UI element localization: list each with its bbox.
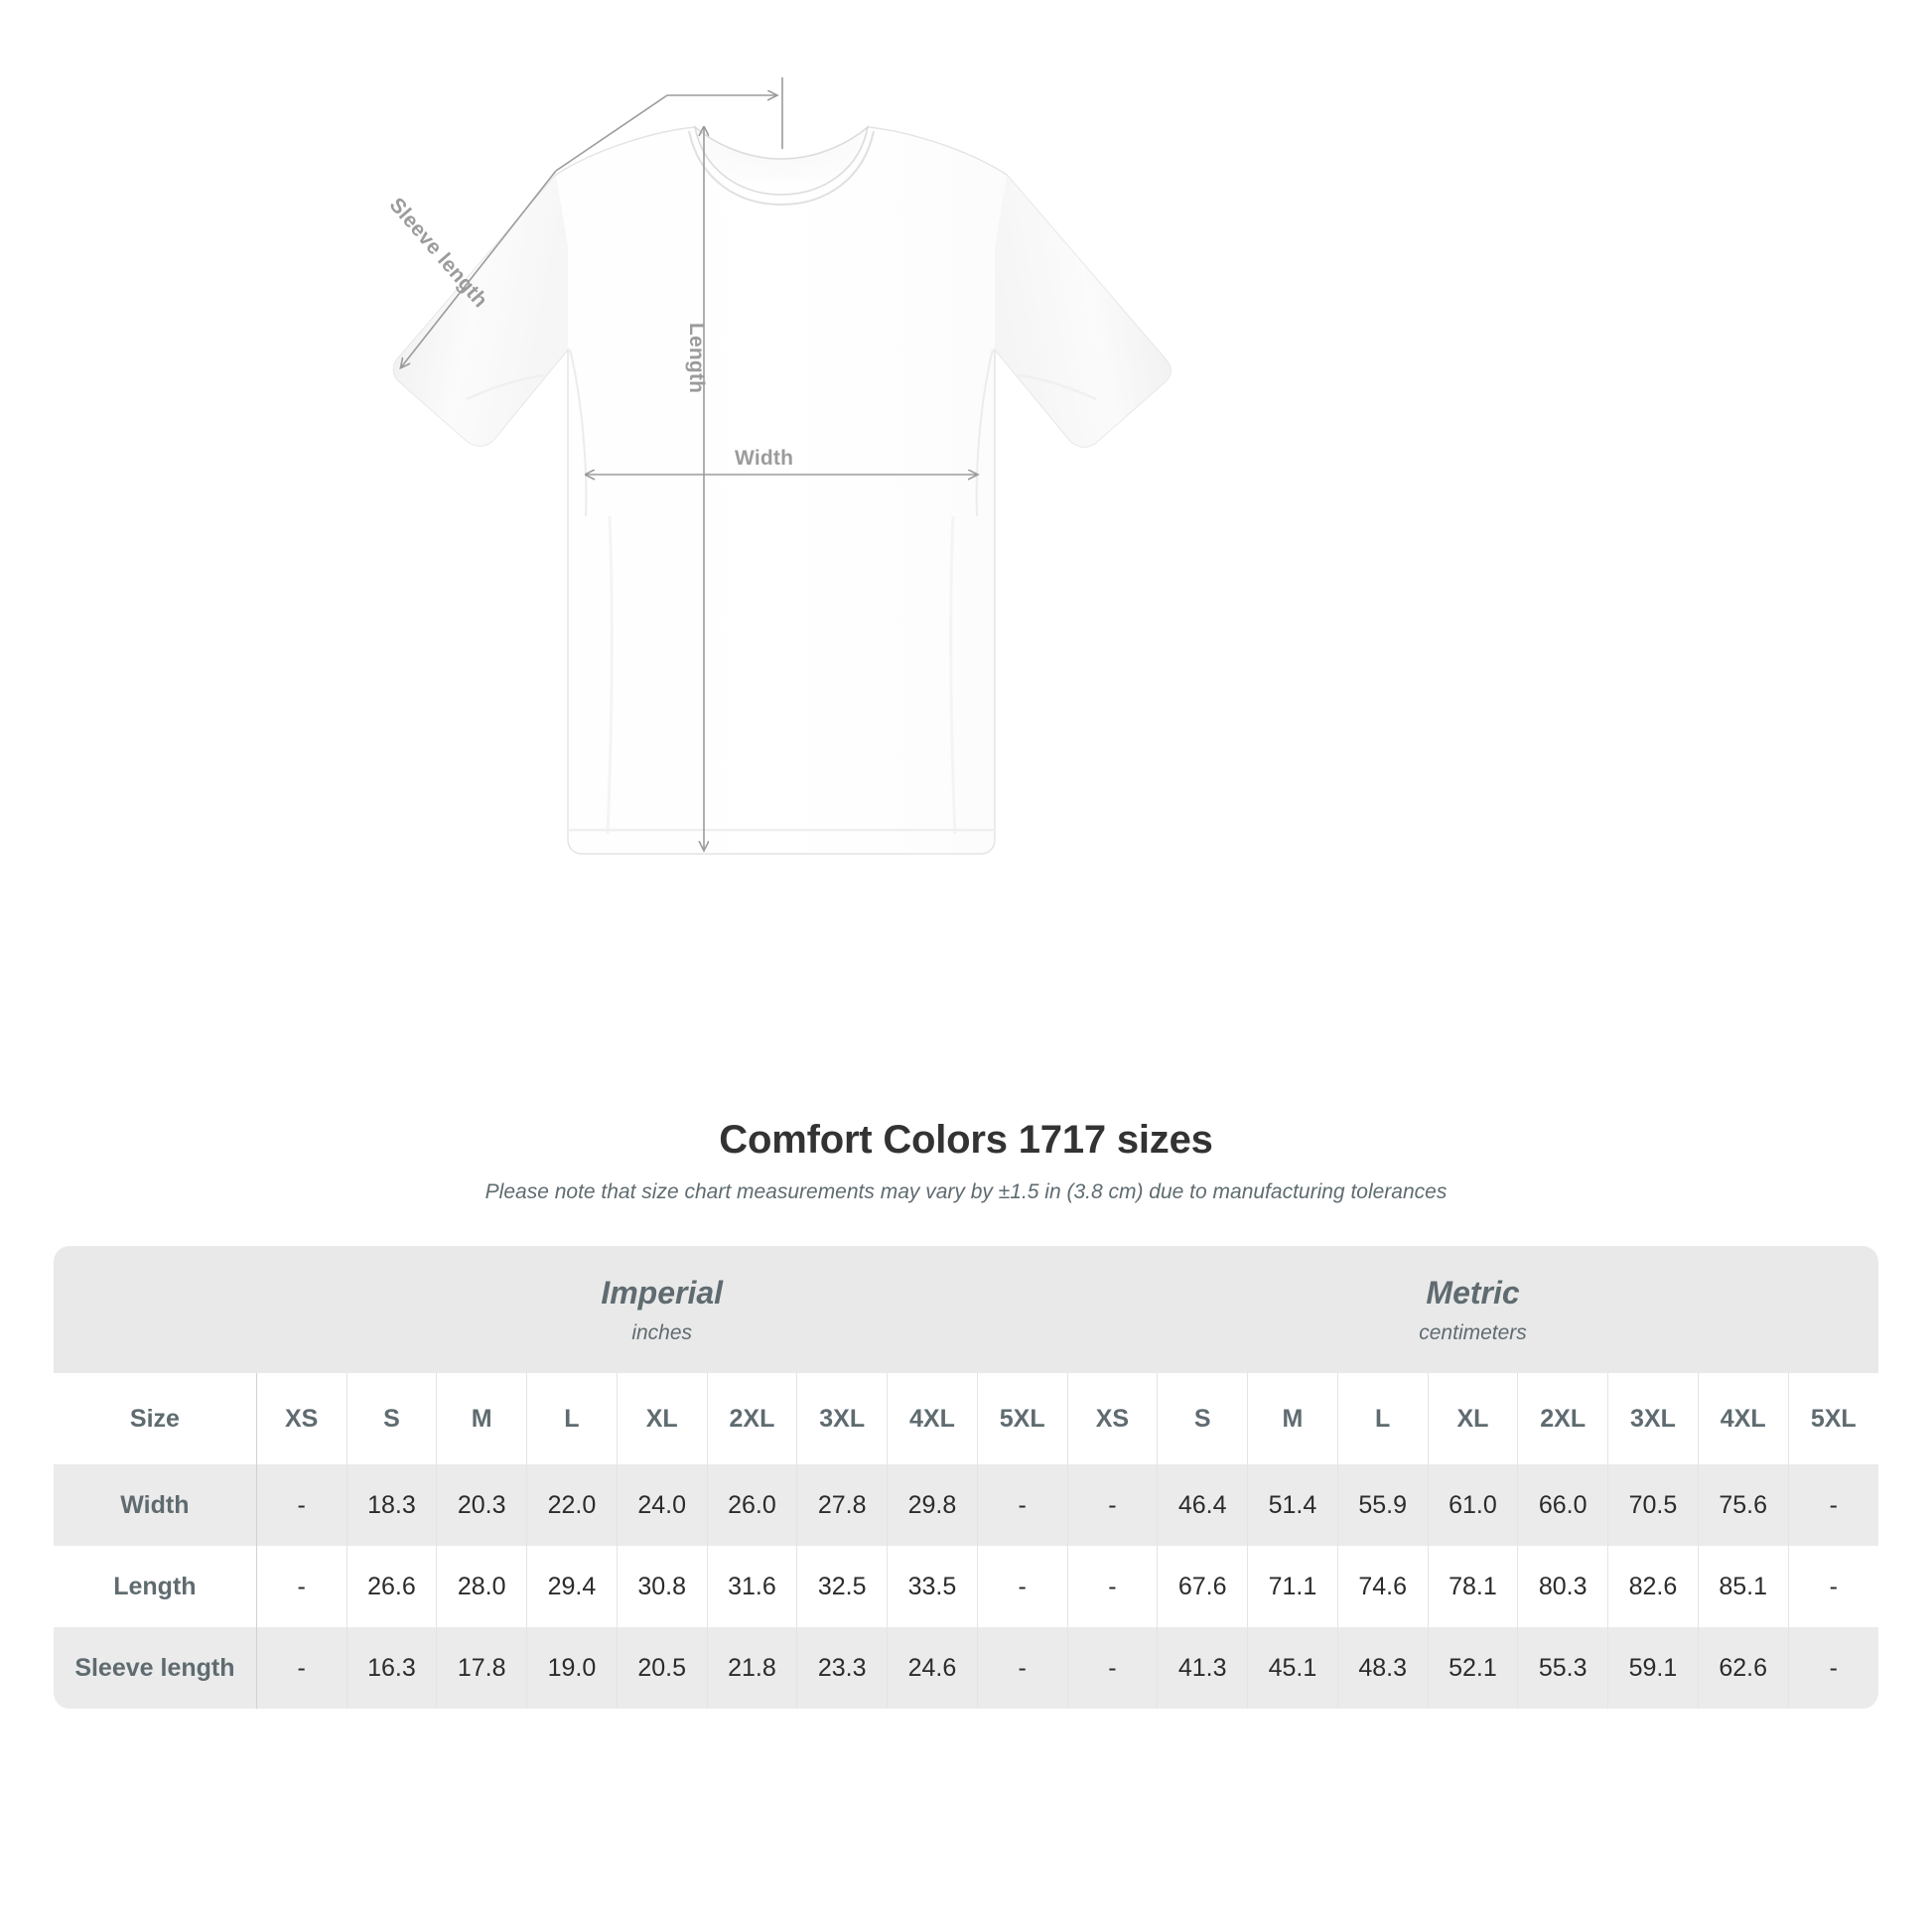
cell-length-metric-3xl: 82.6 [1607,1546,1699,1627]
cell-width-metric-4xl: 75.6 [1698,1464,1789,1546]
cell-length-metric-2xl: 80.3 [1517,1546,1609,1627]
header-imperial-xl: XL [617,1373,708,1464]
cell-width-metric-5xl: - [1788,1464,1878,1546]
cell-width-metric-s: 46.4 [1157,1464,1249,1546]
cell-sleeve-metric-xl: 52.1 [1428,1627,1519,1709]
cell-width-metric-xl: 61.0 [1428,1464,1519,1546]
cell-sleeve-metric-xs: - [1066,1627,1159,1709]
cell-length-metric-xl: 78.1 [1428,1546,1519,1627]
tshirt-diagram: Sleeve length Length Width [385,77,1172,855]
unit-sub-imperial: inches [631,1320,693,1344]
unit-header-spacer [54,1246,257,1373]
size-header-row: Size XS S M L XL 2XL 3XL 4XL 5XL XS S M … [54,1373,1878,1464]
row-label-width: Width [54,1464,257,1546]
cell-width-metric-l: 55.9 [1337,1464,1429,1546]
cell-sleeve-imperial-s: 16.3 [346,1627,438,1709]
cell-length-metric-l: 74.6 [1337,1546,1429,1627]
header-metric-s: S [1157,1373,1249,1464]
cell-width-imperial-s: 18.3 [346,1464,438,1546]
cell-width-imperial-4xl: 29.8 [887,1464,978,1546]
cell-width-imperial-l: 22.0 [526,1464,618,1546]
tolerance-note: Please note that size chart measurements… [484,1180,1448,1203]
table-row-length: Length - 26.6 28.0 29.4 30.8 31.6 32.5 3… [54,1546,1878,1627]
row-label-sleeve-length: Sleeve length [54,1627,257,1709]
cell-sleeve-imperial-l: 19.0 [526,1627,618,1709]
cell-sleeve-imperial-4xl: 24.6 [887,1627,978,1709]
tshirt-illustration [392,124,1172,855]
cell-length-imperial-m: 28.0 [436,1546,528,1627]
page-title: Comfort Colors 1717 sizes [719,1118,1213,1162]
size-table-wrapper: Imperial inches Metric centimeters Size … [0,1246,1932,1709]
cell-width-metric-xs: - [1066,1464,1159,1546]
header-imperial-5xl: 5XL [977,1373,1068,1464]
cell-sleeve-metric-l: 48.3 [1337,1627,1429,1709]
header-imperial-4xl: 4XL [887,1373,978,1464]
header-imperial-m: M [436,1373,528,1464]
cell-sleeve-metric-4xl: 62.6 [1698,1627,1789,1709]
title-block: Comfort Colors 1717 sizes Please note th… [0,1118,1932,1204]
header-imperial-xs: XS [256,1373,347,1464]
cell-sleeve-imperial-2xl: 21.8 [707,1627,798,1709]
length-dimension-label: Length [685,323,708,394]
cell-length-imperial-5xl: - [977,1546,1068,1627]
cell-sleeve-imperial-xs: - [256,1627,347,1709]
cell-length-imperial-s: 26.6 [346,1546,438,1627]
cell-sleeve-metric-2xl: 55.3 [1517,1627,1609,1709]
cell-length-imperial-4xl: 33.5 [887,1546,978,1627]
unit-sub-metric: centimeters [1419,1320,1527,1344]
unit-header-metric: Metric centimeters [1067,1246,1878,1373]
cell-sleeve-metric-5xl: - [1788,1627,1878,1709]
unit-group-header-row: Imperial inches Metric centimeters [54,1246,1878,1373]
header-metric-xs: XS [1066,1373,1159,1464]
unit-name-imperial: Imperial [601,1274,724,1311]
cell-sleeve-metric-3xl: 59.1 [1607,1627,1699,1709]
table-row-width: Width - 18.3 20.3 22.0 24.0 26.0 27.8 29… [54,1464,1878,1546]
cell-length-metric-xs: - [1066,1546,1159,1627]
cell-width-imperial-2xl: 26.0 [707,1464,798,1546]
size-table: Imperial inches Metric centimeters Size … [54,1246,1878,1709]
cell-sleeve-imperial-xl: 20.5 [617,1627,708,1709]
header-metric-3xl: 3XL [1607,1373,1699,1464]
cell-sleeve-imperial-3xl: 23.3 [796,1627,889,1709]
unit-name-metric: Metric [1426,1274,1520,1311]
cell-width-imperial-m: 20.3 [436,1464,528,1546]
header-metric-m: M [1247,1373,1338,1464]
header-metric-2xl: 2XL [1517,1373,1609,1464]
header-size-label: Size [54,1373,257,1464]
header-imperial-3xl: 3XL [796,1373,889,1464]
cell-sleeve-metric-s: 41.3 [1157,1627,1249,1709]
header-imperial-2xl: 2XL [707,1373,798,1464]
header-imperial-s: S [346,1373,438,1464]
unit-header-imperial: Imperial inches [256,1246,1068,1373]
cell-sleeve-imperial-5xl: - [977,1627,1068,1709]
cell-length-imperial-xs: - [256,1546,347,1627]
cell-length-imperial-xl: 30.8 [617,1546,708,1627]
cell-width-imperial-5xl: - [977,1464,1068,1546]
row-label-length: Length [54,1546,257,1627]
cell-sleeve-metric-m: 45.1 [1247,1627,1338,1709]
table-row-sleeve-length: Sleeve length - 16.3 17.8 19.0 20.5 21.8… [54,1627,1878,1709]
cell-width-metric-m: 51.4 [1247,1464,1338,1546]
cell-length-imperial-2xl: 31.6 [707,1546,798,1627]
cell-width-metric-3xl: 70.5 [1607,1464,1699,1546]
cell-length-metric-s: 67.6 [1157,1546,1249,1627]
cell-width-imperial-xl: 24.0 [617,1464,708,1546]
header-metric-l: L [1337,1373,1429,1464]
cell-length-metric-m: 71.1 [1247,1546,1338,1627]
cell-sleeve-imperial-m: 17.8 [436,1627,528,1709]
header-metric-5xl: 5XL [1788,1373,1878,1464]
cell-length-imperial-3xl: 32.5 [796,1546,889,1627]
cell-width-metric-2xl: 66.0 [1517,1464,1609,1546]
header-metric-xl: XL [1428,1373,1519,1464]
header-metric-4xl: 4XL [1698,1373,1789,1464]
cell-length-imperial-l: 29.4 [526,1546,618,1627]
cell-length-metric-4xl: 85.1 [1698,1546,1789,1627]
cell-length-metric-5xl: - [1788,1546,1878,1627]
cell-width-imperial-xs: - [256,1464,347,1546]
header-imperial-l: L [526,1373,618,1464]
cell-width-imperial-3xl: 27.8 [796,1464,889,1546]
width-dimension-label: Width [735,447,794,470]
